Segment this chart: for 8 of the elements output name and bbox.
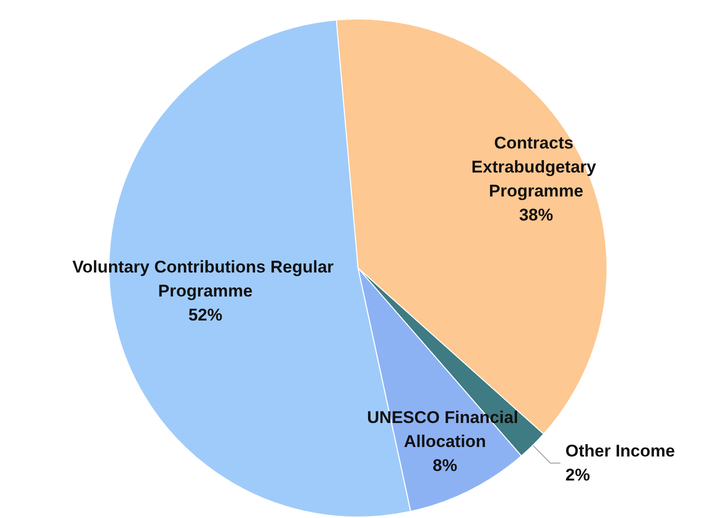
slice-label: Other Income bbox=[565, 442, 675, 461]
data-label: 2% bbox=[565, 466, 590, 485]
slice-label: Voluntary Contributions Regular Programme bbox=[72, 258, 338, 301]
slice-label: Contracts Extrabudgetary Programme bbox=[471, 133, 601, 200]
data-label: 52% bbox=[188, 306, 222, 325]
data-label: 38% bbox=[519, 205, 554, 224]
data-label: 8% bbox=[432, 456, 458, 476]
slice-label: UNESCO Financial Allocation bbox=[367, 408, 523, 452]
